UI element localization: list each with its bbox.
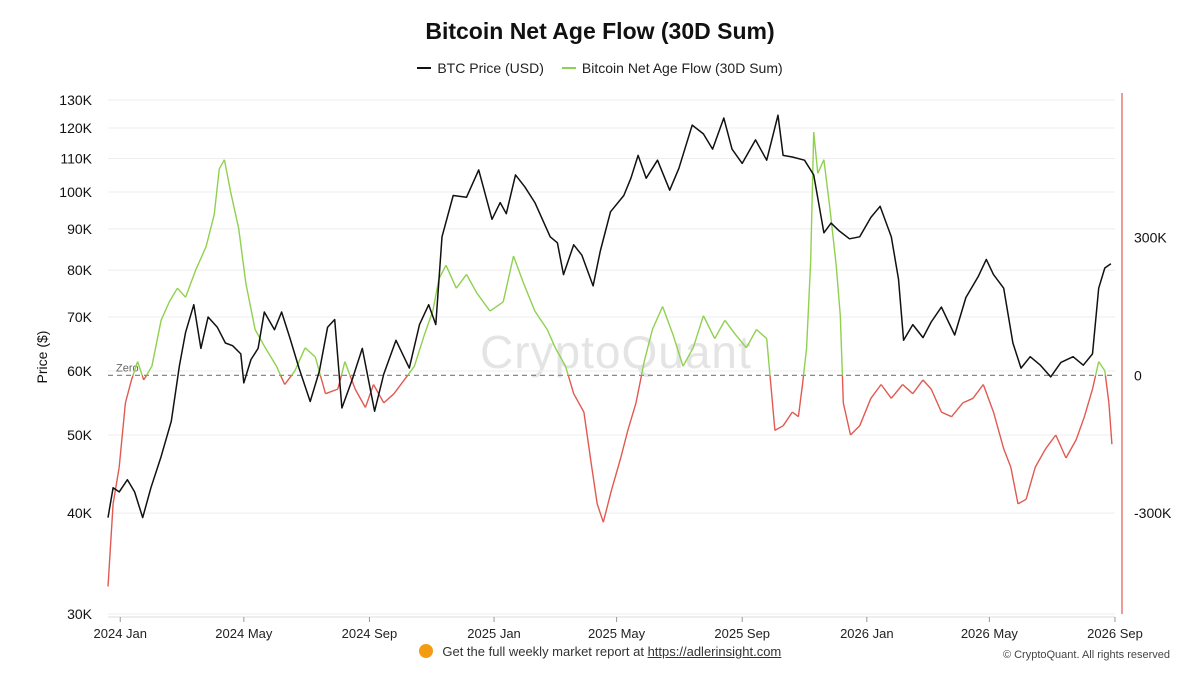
- y-right-tick-label: 0: [1134, 367, 1142, 383]
- price-series-line: [107, 114, 1112, 519]
- x-tick-label: 2024 Jan: [94, 626, 148, 641]
- y-left-tick-label: 50K: [67, 427, 93, 443]
- chart-legend: BTC Price (USD) Bitcoin Net Age Flow (30…: [0, 60, 1200, 76]
- y-left-tick-label: 130K: [59, 92, 92, 108]
- x-tick-label: 2024 Sep: [342, 626, 398, 641]
- series-layer: Zero: [107, 114, 1115, 587]
- x-tick-label: 2026 May: [961, 626, 1019, 641]
- x-tick-label: 2025 May: [588, 626, 646, 641]
- watermark: CryptoQuant: [480, 326, 752, 378]
- footer-link[interactable]: https://adlerinsight.com: [647, 644, 782, 659]
- footer-prefix: Get the full weekly market report at: [442, 644, 644, 659]
- x-tick-label: 2025 Jan: [467, 626, 521, 641]
- chart-title: Bitcoin Net Age Flow (30D Sum): [425, 18, 775, 44]
- legend-swatch-flow: [561, 67, 576, 69]
- flow-series-negative-line: [107, 374, 1113, 587]
- zero-line-label: Zero: [116, 362, 139, 374]
- legend-label-price: BTC Price (USD): [437, 60, 544, 76]
- y-right-tick-label: 300K: [1134, 230, 1167, 246]
- y-left-tick-label: 110K: [60, 151, 92, 167]
- y-left-tick-label: 30K: [67, 606, 93, 622]
- grid-layer: [108, 99, 1115, 615]
- x-tick-label: 2026 Jan: [840, 626, 894, 641]
- y-left-tick-label: 80K: [67, 262, 93, 278]
- x-tick-label: 2025 Sep: [714, 626, 770, 641]
- y-left-tick-label: 100K: [59, 184, 92, 200]
- y-left-tick-label: 120K: [59, 120, 92, 136]
- footer-banner: Get the full weekly market report at htt…: [0, 644, 1200, 659]
- axis-layer: 30K 40K 50K 60K 70K 80K 90K 100K 110K 120K 130K Pri…: [34, 92, 1172, 641]
- sun-icon: [418, 644, 433, 658]
- flow-series-positive-line: [132, 132, 1107, 376]
- copyright-text: © CryptoQuant. All rights reserved: [1002, 649, 1170, 661]
- y-left-tick-label: 70K: [67, 309, 93, 325]
- legend-item-price[interactable]: BTC Price (USD): [417, 60, 544, 76]
- y-left-tick-label: 90K: [67, 221, 93, 237]
- x-tick-label: 2026 Sep: [1087, 626, 1143, 641]
- y-left-tick-label: 60K: [67, 363, 93, 379]
- y-left-tick-label: 40K: [67, 505, 93, 521]
- x-tick-label: 2024 May: [215, 626, 273, 641]
- legend-label-flow: Bitcoin Net Age Flow (30D Sum): [581, 60, 783, 76]
- y-left-axis-title: Price ($): [34, 331, 50, 384]
- legend-swatch-price: [417, 67, 432, 69]
- legend-item-flow[interactable]: Bitcoin Net Age Flow (30D Sum): [561, 60, 783, 76]
- y-right-tick-label: -300K: [1134, 505, 1172, 521]
